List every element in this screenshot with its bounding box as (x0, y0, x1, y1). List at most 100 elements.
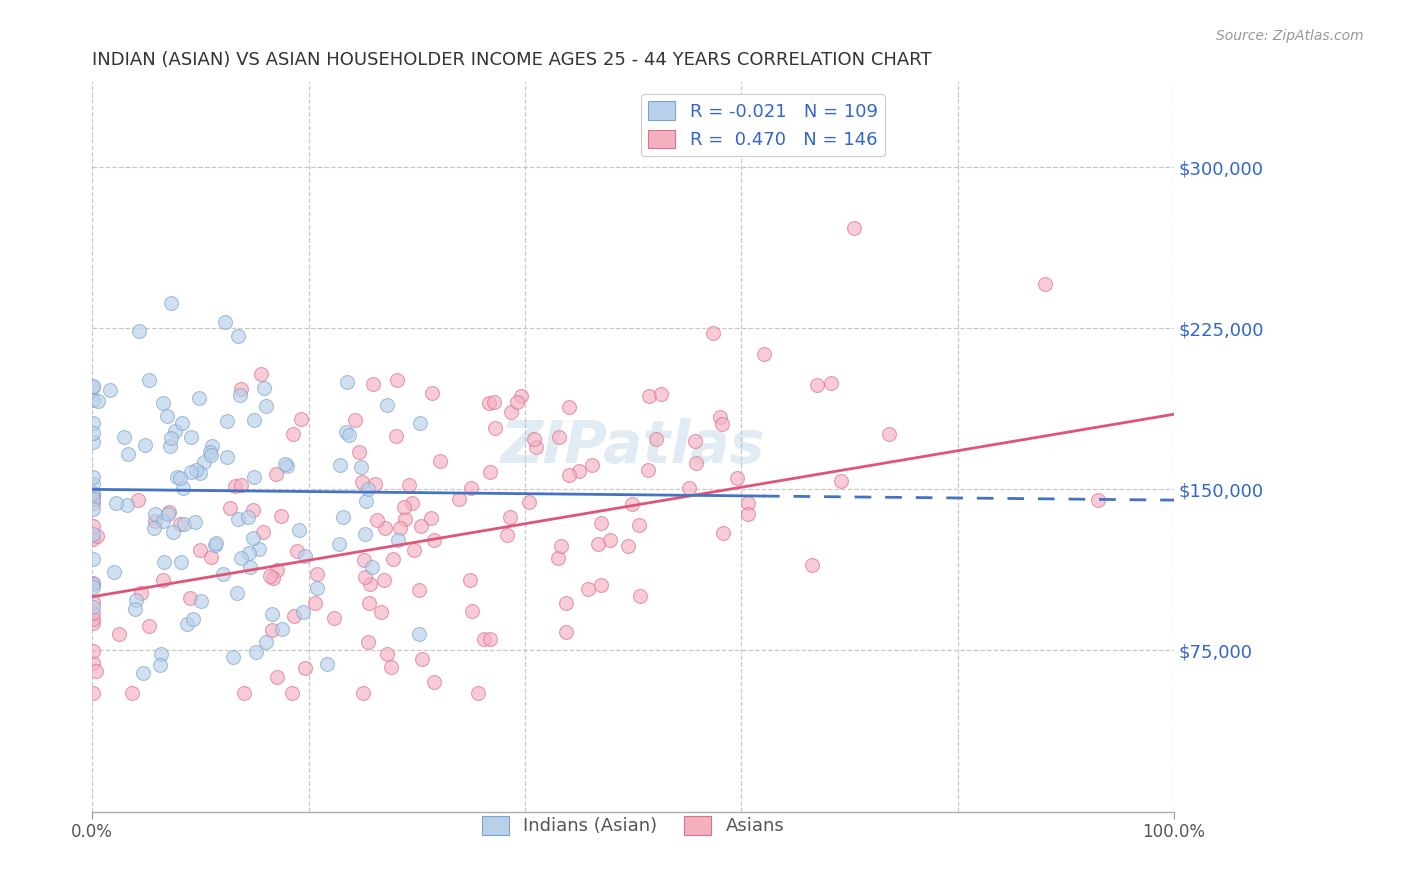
Point (82, 518, 104, 533)
Text: Source: ZipAtlas.com: Source: ZipAtlas.com (1216, 29, 1364, 43)
Point (458, 574, 481, 588)
Point (138, 373, 160, 387)
Point (271, 623, 294, 637)
Point (129, 586, 152, 600)
Point (169, 471, 191, 485)
Point (132, 666, 155, 681)
Point (557, 468, 579, 483)
Point (589, 516, 612, 530)
Point (357, 635, 380, 649)
Point (143, 508, 166, 522)
Point (254, 399, 277, 413)
Point (479, 632, 502, 647)
Point (82, 612, 104, 626)
Point (188, 391, 211, 405)
Point (262, 571, 284, 585)
Point (401, 496, 423, 510)
Point (510, 389, 533, 403)
Point (204, 538, 226, 552)
Point (188, 466, 211, 480)
Point (523, 433, 546, 447)
Point (373, 573, 395, 587)
Point (84, 664, 107, 678)
Point (193, 455, 215, 469)
Point (156, 409, 179, 423)
Point (179, 591, 201, 605)
Point (152, 514, 174, 528)
Point (242, 503, 264, 517)
Point (82, 380, 104, 394)
Point (370, 605, 392, 619)
Point (201, 438, 224, 452)
Point (82, 616, 104, 631)
Point (82, 656, 104, 670)
Point (236, 510, 259, 524)
Point (228, 511, 250, 525)
Point (628, 589, 651, 603)
Point (343, 413, 366, 427)
Point (353, 553, 375, 567)
Text: INDIAN (ASIAN) VS ASIAN HOUSEHOLDER INCOME AGES 25 - 44 YEARS CORRELATION CHART: INDIAN (ASIAN) VS ASIAN HOUSEHOLDER INCO… (93, 51, 932, 69)
Point (143, 514, 166, 528)
Point (304, 596, 326, 610)
Point (82, 487, 104, 501)
Point (153, 555, 176, 569)
Point (678, 481, 700, 495)
Point (231, 478, 253, 492)
Point (274, 457, 297, 471)
Point (285, 544, 308, 558)
Point (329, 458, 352, 472)
Point (620, 497, 643, 511)
Point (233, 686, 256, 700)
Point (349, 445, 371, 459)
Point (180, 465, 202, 479)
Point (685, 456, 707, 470)
Point (170, 416, 193, 430)
Point (260, 607, 283, 622)
Point (524, 440, 547, 454)
Point (82, 526, 104, 541)
Point (82, 392, 104, 407)
Point (599, 533, 621, 547)
Point (830, 474, 852, 488)
Point (294, 661, 316, 675)
Point (288, 523, 311, 537)
Point (82, 644, 104, 658)
Point (408, 627, 430, 641)
Point (143, 521, 166, 535)
Point (87, 393, 110, 408)
Point (259, 569, 281, 583)
Point (328, 537, 350, 551)
Point (82, 532, 104, 546)
Point (375, 647, 398, 661)
Point (352, 686, 374, 700)
Point (467, 686, 489, 700)
Point (294, 549, 316, 563)
Point (283, 608, 305, 623)
Point (547, 551, 569, 566)
Point (200, 448, 222, 462)
Point (270, 508, 292, 523)
Point (305, 567, 328, 582)
Point (82, 595, 104, 609)
Point (388, 521, 411, 535)
Point (82, 576, 104, 591)
Point (754, 347, 776, 361)
Point (408, 583, 430, 598)
Point (499, 510, 522, 524)
Point (411, 652, 433, 666)
Point (479, 465, 502, 479)
Point (495, 528, 517, 542)
Point (152, 573, 174, 587)
Point (243, 470, 266, 484)
Point (82, 434, 104, 449)
Point (354, 493, 377, 508)
Point (460, 481, 482, 495)
Point (361, 376, 384, 391)
Point (364, 476, 387, 491)
Point (501, 404, 523, 418)
Point (382, 552, 405, 566)
Point (332, 509, 354, 524)
Point (204, 536, 226, 550)
Point (627, 517, 650, 532)
